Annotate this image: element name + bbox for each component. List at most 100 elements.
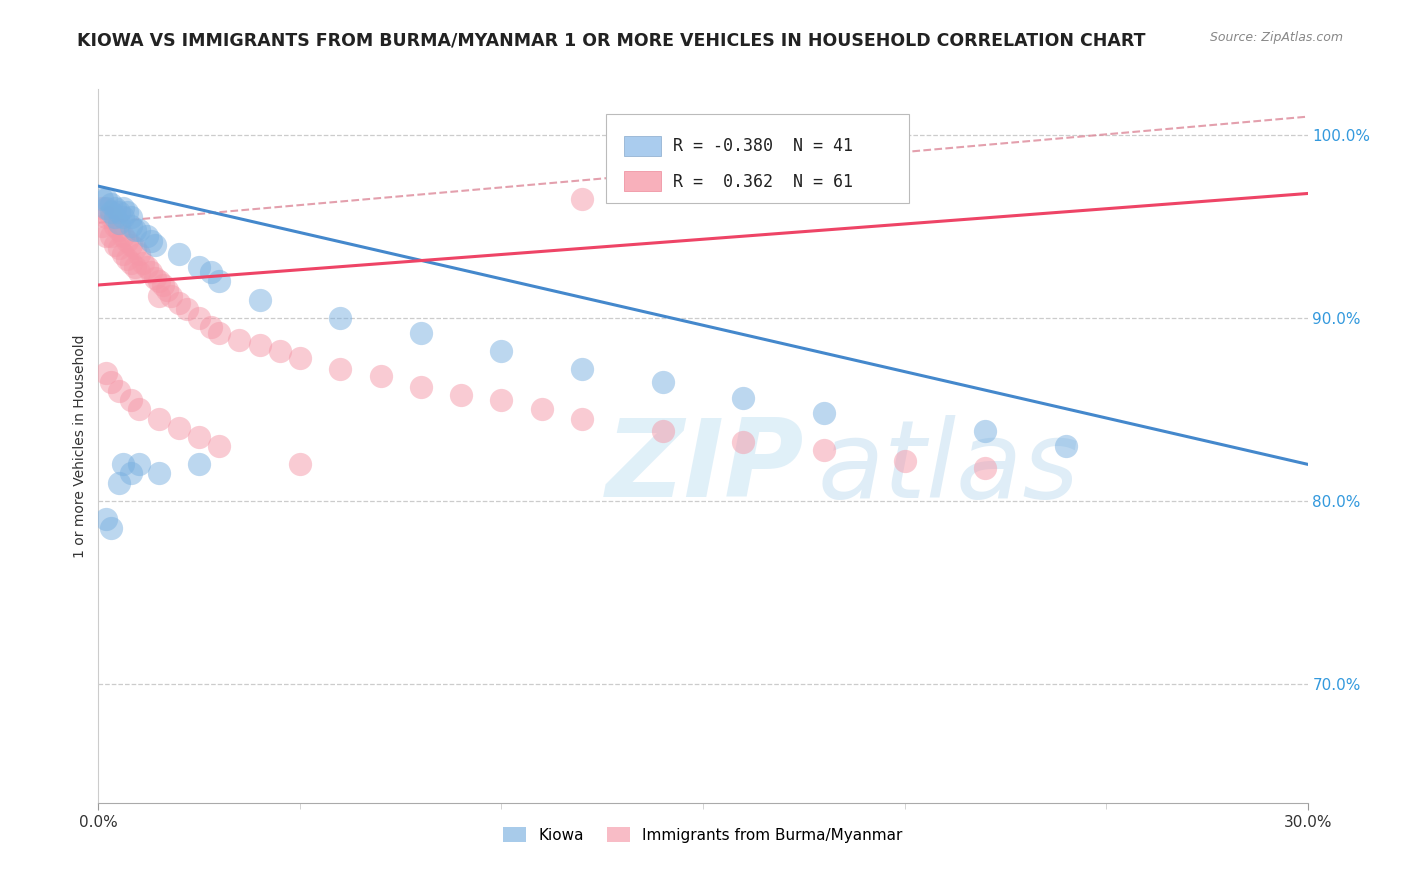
Point — [115, 204, 138, 219]
Point — [269, 343, 291, 358]
Point — [288, 351, 311, 366]
Point — [139, 234, 162, 248]
Point — [491, 343, 513, 358]
Point — [96, 228, 118, 243]
Text: ZIP: ZIP — [606, 415, 804, 520]
Point — [188, 260, 211, 274]
Point — [152, 277, 174, 292]
Point — [111, 228, 134, 243]
Point — [148, 289, 170, 303]
Point — [143, 237, 166, 252]
FancyBboxPatch shape — [606, 114, 908, 203]
Point — [128, 458, 150, 472]
Point — [100, 204, 122, 219]
Point — [813, 406, 835, 420]
Point — [120, 211, 142, 225]
Point — [188, 430, 211, 444]
Point — [120, 237, 142, 252]
Point — [813, 442, 835, 457]
Point — [115, 252, 138, 267]
Point — [111, 201, 134, 215]
Point — [107, 475, 129, 490]
Point — [100, 521, 122, 535]
Point — [974, 461, 997, 475]
Point — [100, 228, 122, 243]
Point — [148, 467, 170, 481]
Point — [100, 211, 122, 225]
Point — [156, 284, 179, 298]
Point — [329, 310, 352, 325]
Point — [135, 260, 157, 274]
Point — [208, 274, 231, 288]
Point — [208, 326, 231, 340]
Point — [167, 420, 190, 434]
Point — [288, 458, 311, 472]
Point — [107, 241, 129, 255]
Point — [228, 333, 250, 347]
Point — [120, 467, 142, 481]
Point — [160, 289, 183, 303]
Point — [143, 270, 166, 285]
Point — [139, 265, 162, 279]
Point — [96, 366, 118, 380]
Text: R =  0.362  N = 61: R = 0.362 N = 61 — [672, 173, 853, 191]
Point — [132, 256, 155, 270]
Point — [135, 228, 157, 243]
Point — [100, 375, 122, 389]
Point — [200, 320, 222, 334]
Point — [107, 204, 129, 219]
Point — [128, 223, 150, 237]
Point — [167, 296, 190, 310]
FancyBboxPatch shape — [624, 136, 661, 155]
Text: atlas: atlas — [818, 415, 1080, 520]
Point — [107, 384, 129, 398]
Point — [100, 197, 122, 211]
Point — [329, 362, 352, 376]
Point — [530, 402, 553, 417]
Text: Source: ZipAtlas.com: Source: ZipAtlas.com — [1209, 31, 1343, 45]
Point — [91, 219, 114, 234]
Point — [571, 192, 593, 206]
Point — [974, 425, 997, 439]
Point — [200, 265, 222, 279]
Point — [103, 201, 125, 215]
Point — [107, 223, 129, 237]
Point — [188, 458, 211, 472]
Point — [733, 392, 755, 406]
Point — [103, 211, 125, 225]
Point — [128, 247, 150, 261]
Point — [571, 411, 593, 425]
Point — [128, 402, 150, 417]
Y-axis label: 1 or more Vehicles in Household: 1 or more Vehicles in Household — [73, 334, 87, 558]
Point — [893, 453, 915, 467]
Text: R = -0.380  N = 41: R = -0.380 N = 41 — [672, 137, 853, 155]
Point — [651, 425, 673, 439]
Point — [124, 223, 146, 237]
Point — [111, 247, 134, 261]
Point — [111, 458, 134, 472]
Point — [370, 369, 392, 384]
Point — [176, 301, 198, 316]
Point — [107, 216, 129, 230]
FancyBboxPatch shape — [624, 171, 661, 191]
Point — [249, 338, 271, 352]
Point — [111, 211, 134, 225]
Point — [208, 439, 231, 453]
Point — [115, 234, 138, 248]
Point — [120, 219, 142, 234]
Point — [148, 274, 170, 288]
Point — [651, 375, 673, 389]
Point — [148, 411, 170, 425]
Point — [91, 192, 114, 206]
Point — [103, 237, 125, 252]
Point — [128, 265, 150, 279]
Point — [103, 219, 125, 234]
Point — [249, 293, 271, 307]
Point — [1054, 439, 1077, 453]
Point — [124, 260, 146, 274]
Point — [120, 393, 142, 408]
Point — [188, 310, 211, 325]
Point — [91, 201, 114, 215]
Point — [491, 393, 513, 408]
Point — [96, 201, 118, 215]
